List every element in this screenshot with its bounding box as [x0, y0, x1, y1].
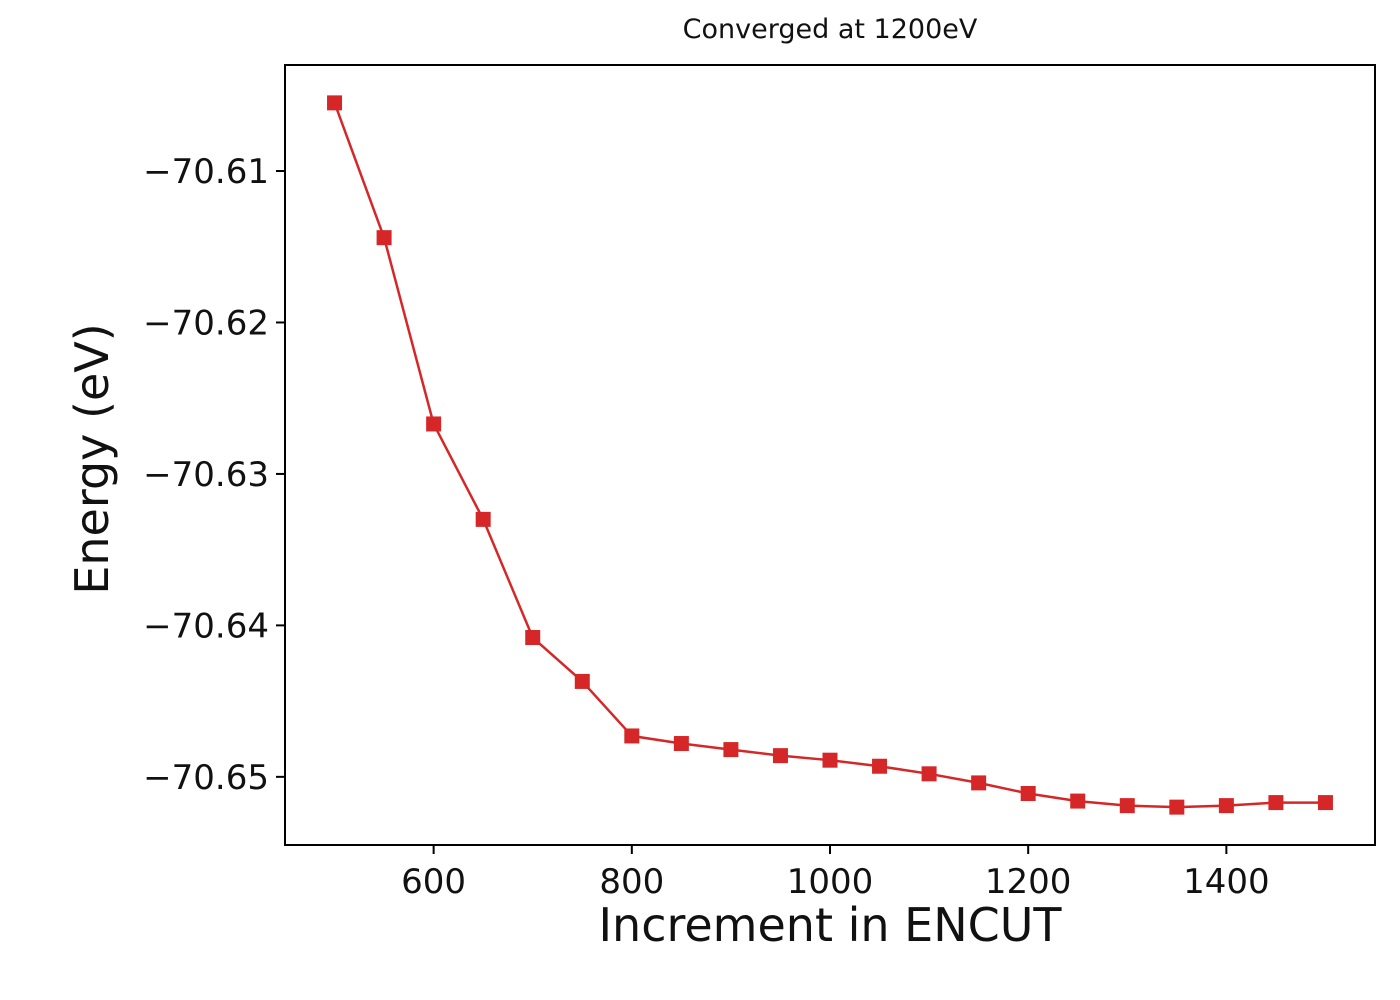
data-point-marker [1169, 799, 1185, 815]
data-point-marker [723, 742, 739, 758]
data-point-marker [376, 230, 392, 246]
x-tick-label: 1400 [1183, 862, 1270, 902]
x-tick-label: 800 [599, 862, 664, 902]
data-series-line [333, 102, 1326, 809]
data-point-marker [673, 736, 689, 752]
data-point-marker [772, 748, 788, 764]
data-point-marker [525, 630, 541, 646]
data-point-marker [1218, 798, 1234, 814]
y-tick-label: −70.61 [143, 152, 269, 192]
data-point-marker [1070, 793, 1086, 809]
data-point-marker [1020, 786, 1036, 802]
chart-title: Converged at 1200eV [682, 14, 978, 45]
y-tick-label: −70.62 [143, 303, 269, 343]
data-point-marker [1119, 798, 1135, 814]
data-point-marker [971, 775, 987, 791]
data-point-marker [624, 728, 640, 744]
data-point-marker [872, 758, 888, 774]
data-point-marker [574, 673, 590, 689]
x-axis-label: Increment in ENCUT [598, 898, 1062, 952]
x-tick-label: 1200 [985, 862, 1072, 902]
data-point-marker [327, 95, 343, 111]
data-point-marker [921, 766, 937, 782]
data-point-marker [822, 752, 838, 768]
y-tick-label: −70.64 [143, 606, 269, 646]
x-tick-label: 1000 [787, 862, 874, 902]
data-point-marker [1268, 795, 1284, 811]
y-tick-label: −70.63 [143, 455, 269, 495]
y-axis-label: Energy (eV) [65, 323, 119, 595]
data-point-marker [426, 416, 442, 432]
data-point-marker [1317, 795, 1333, 811]
y-tick-label: −70.65 [143, 758, 269, 798]
x-tick-label: 600 [401, 862, 466, 902]
data-point-marker [475, 511, 491, 527]
